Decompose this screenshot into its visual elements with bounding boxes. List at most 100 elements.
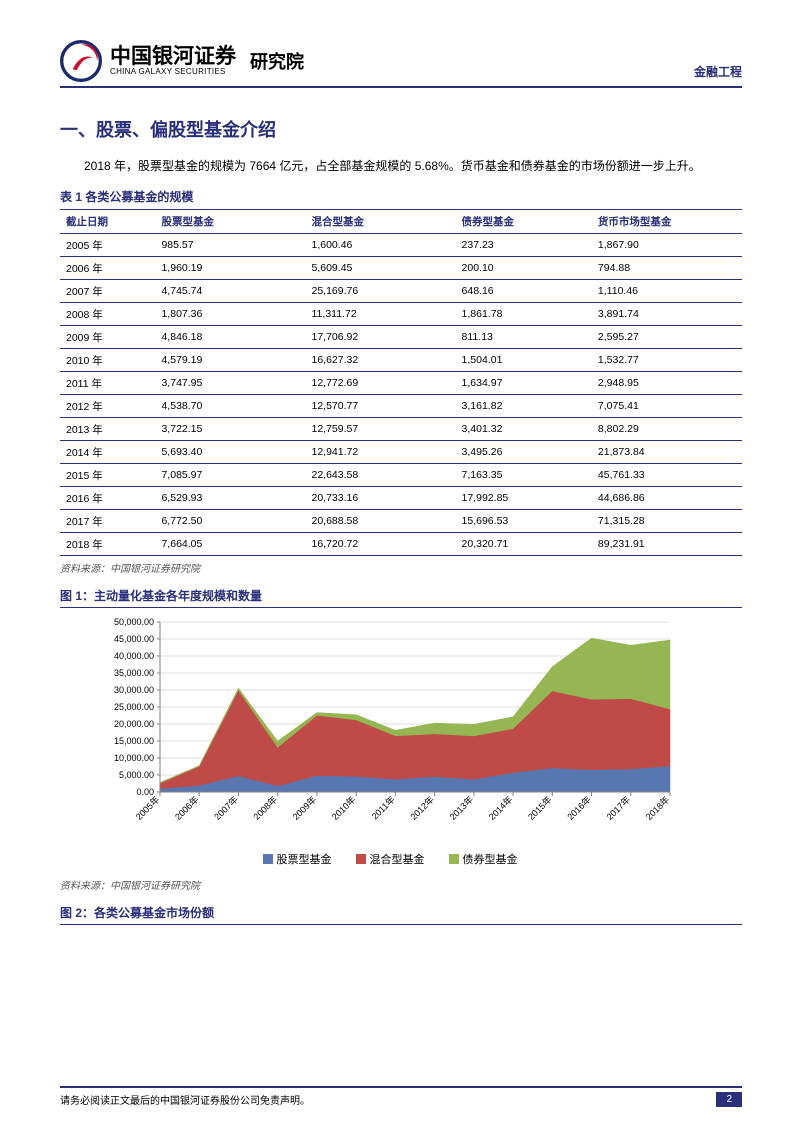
table-cell: 1,532.77 <box>592 349 742 372</box>
table-cell: 2017 年 <box>60 510 155 533</box>
table-header-cell: 混合型基金 <box>306 210 456 234</box>
table-cell: 2015 年 <box>60 464 155 487</box>
table-cell: 2009 年 <box>60 326 155 349</box>
table-cell: 4,745.74 <box>155 280 305 303</box>
svg-text:2017年: 2017年 <box>604 794 632 822</box>
table-row: 2017 年6,772.5020,688.5815,696.5371,315.2… <box>60 510 742 533</box>
legend-label: 股票型基金 <box>277 851 332 867</box>
svg-text:2009年: 2009年 <box>290 794 318 822</box>
table-cell: 7,664.05 <box>155 533 305 556</box>
table-cell: 4,579.19 <box>155 349 305 372</box>
table-cell: 4,538.70 <box>155 395 305 418</box>
table-cell: 2016 年 <box>60 487 155 510</box>
table-cell: 1,634.97 <box>456 372 592 395</box>
table-cell: 1,600.46 <box>306 234 456 257</box>
table-cell: 25,169.76 <box>306 280 456 303</box>
table-cell: 17,992.85 <box>456 487 592 510</box>
table-cell: 11,311.72 <box>306 303 456 326</box>
table-cell: 2006 年 <box>60 257 155 280</box>
svg-text:2013年: 2013年 <box>447 794 475 822</box>
svg-text:45,000.00: 45,000.00 <box>114 634 154 644</box>
department-label: 研究院 <box>250 48 304 74</box>
table-cell: 16,627.32 <box>306 349 456 372</box>
fund-size-table: 截止日期股票型基金混合型基金债券型基金货币市场型基金 2005 年985.571… <box>60 209 742 556</box>
table-source: 资料来源：中国银河证券研究院 <box>60 560 742 575</box>
legend-swatch <box>356 854 366 864</box>
table-cell: 2008 年 <box>60 303 155 326</box>
table-cell: 17,706.92 <box>306 326 456 349</box>
table-cell: 3,722.15 <box>155 418 305 441</box>
table-cell: 3,891.74 <box>592 303 742 326</box>
section-title: 一、股票、偏股型基金介绍 <box>60 116 742 142</box>
svg-text:2018年: 2018年 <box>643 794 671 822</box>
svg-text:25,000.00: 25,000.00 <box>114 702 154 712</box>
table-cell: 20,688.58 <box>306 510 456 533</box>
svg-text:40,000.00: 40,000.00 <box>114 651 154 661</box>
table-cell: 12,570.77 <box>306 395 456 418</box>
table-header-cell: 截止日期 <box>60 210 155 234</box>
table-caption: 表 1 各类公募基金的规模 <box>60 188 742 205</box>
legend-label: 债券型基金 <box>463 851 518 867</box>
table-header-cell: 货币市场型基金 <box>592 210 742 234</box>
table-row: 2010 年4,579.1916,627.321,504.011,532.77 <box>60 349 742 372</box>
table-cell: 15,696.53 <box>456 510 592 533</box>
table-cell: 1,861.78 <box>456 303 592 326</box>
svg-text:0.00: 0.00 <box>136 787 154 797</box>
table-cell: 6,529.93 <box>155 487 305 510</box>
table-cell: 4,846.18 <box>155 326 305 349</box>
table-row: 2015 年7,085.9722,643.587,163.3545,761.33 <box>60 464 742 487</box>
svg-text:35,000.00: 35,000.00 <box>114 668 154 678</box>
table-cell: 2018 年 <box>60 533 155 556</box>
page-footer: 请务必阅读正文最后的中国银河证券股份公司免责声明。 2 <box>60 1086 742 1107</box>
footer-disclaimer: 请务必阅读正文最后的中国银河证券股份公司免责声明。 <box>60 1092 310 1107</box>
company-name-cn: 中国银河证券 <box>110 45 236 68</box>
table-cell: 44,686.86 <box>592 487 742 510</box>
table-cell: 7,085.97 <box>155 464 305 487</box>
svg-text:30,000.00: 30,000.00 <box>114 685 154 695</box>
svg-text:2014年: 2014年 <box>486 794 514 822</box>
figure1-source: 资料来源：中国银河证券研究院 <box>60 877 742 892</box>
svg-text:50,000.00: 50,000.00 <box>114 617 154 627</box>
table-cell: 12,941.72 <box>306 441 456 464</box>
table-cell: 1,807.36 <box>155 303 305 326</box>
table-cell: 2011 年 <box>60 372 155 395</box>
table-cell: 20,320.71 <box>456 533 592 556</box>
table-cell: 2007 年 <box>60 280 155 303</box>
table-cell: 5,693.40 <box>155 441 305 464</box>
figure1-caption: 图 1：主动量化基金各年度规模和数量 <box>60 587 742 608</box>
chart1-svg: 0.005,000.0010,000.0015,000.0020,000.002… <box>100 614 680 844</box>
table-cell: 3,747.95 <box>155 372 305 395</box>
table-row: 2014 年5,693.4012,941.723,495.2621,873.84 <box>60 441 742 464</box>
svg-text:2005年: 2005年 <box>133 794 161 822</box>
table-cell: 2014 年 <box>60 441 155 464</box>
svg-text:2008年: 2008年 <box>251 794 279 822</box>
svg-text:15,000.00: 15,000.00 <box>114 736 154 746</box>
legend-item: 债券型基金 <box>449 851 518 867</box>
table-cell: 1,960.19 <box>155 257 305 280</box>
table-cell: 237.23 <box>456 234 592 257</box>
figure2-caption: 图 2：各类公募基金市场份额 <box>60 904 742 925</box>
table-header-cell: 债券型基金 <box>456 210 592 234</box>
table-row: 2008 年1,807.3611,311.721,861.783,891.74 <box>60 303 742 326</box>
company-name-en: CHINA GALAXY SECURITIES <box>110 68 236 77</box>
table-row: 2018 年7,664.0516,720.7220,320.7189,231.9… <box>60 533 742 556</box>
table-cell: 12,772.69 <box>306 372 456 395</box>
table-cell: 16,720.72 <box>306 533 456 556</box>
company-logo-icon <box>60 40 102 82</box>
table-cell: 1,867.90 <box>592 234 742 257</box>
table-cell: 6,772.50 <box>155 510 305 533</box>
table-row: 2016 年6,529.9320,733.1617,992.8544,686.8… <box>60 487 742 510</box>
table-cell: 7,075.41 <box>592 395 742 418</box>
table-cell: 2,948.95 <box>592 372 742 395</box>
table-row: 2005 年985.571,600.46237.231,867.90 <box>60 234 742 257</box>
table-cell: 12,759.57 <box>306 418 456 441</box>
table-cell: 2010 年 <box>60 349 155 372</box>
table-cell: 200.10 <box>456 257 592 280</box>
table-header-cell: 股票型基金 <box>155 210 305 234</box>
svg-text:2012年: 2012年 <box>408 794 436 822</box>
table-cell: 71,315.28 <box>592 510 742 533</box>
chart1-container: 0.005,000.0010,000.0015,000.0020,000.002… <box>100 614 680 867</box>
table-cell: 21,873.84 <box>592 441 742 464</box>
table-row: 2013 年3,722.1512,759.573,401.328,802.29 <box>60 418 742 441</box>
table-cell: 648.16 <box>456 280 592 303</box>
